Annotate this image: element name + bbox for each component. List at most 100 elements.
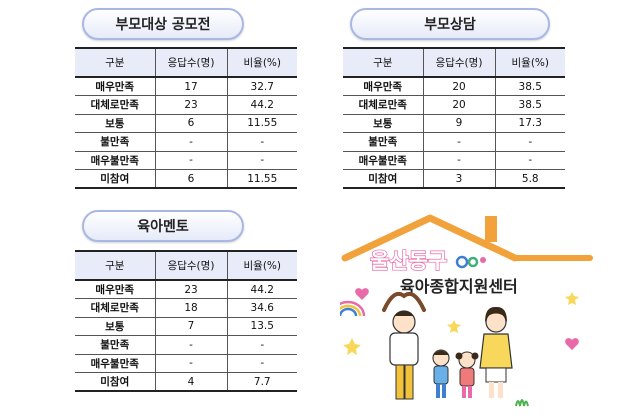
count-cell: 18 [154,298,227,318]
row-label: 보통 [75,317,155,336]
count-cell: - [422,151,495,170]
rainbow-icon [340,300,366,317]
ratio-cell: 7.7 [226,372,297,392]
row-label: 미참여 [75,169,155,189]
row-label: 매우불만족 [343,151,423,170]
table-row: 불만족 - - [343,132,565,152]
count-cell: 7 [154,317,227,336]
table-row: 보통 7 13.5 [75,317,297,336]
ratio-cell: 34.6 [226,298,297,318]
ratio-cell: - [226,151,297,170]
ratio-cell: - [494,151,565,170]
ratio-cell: 44.2 [226,280,297,299]
row-label: 보통 [75,114,155,133]
swirl-mark-icon [455,255,486,269]
ratio-cell: - [226,132,297,152]
row-label: 보통 [343,114,423,133]
row-label: 불만족 [75,132,155,152]
count-cell: 20 [422,77,495,96]
logo-subtitle-text: 육아종합지원센터 [400,277,518,296]
row-label: 불만족 [75,335,155,355]
row-label: 대체로만족 [343,95,423,115]
column-header: 응답수(명) [422,47,495,78]
count-cell: 3 [422,169,495,189]
row-label: 미참여 [343,169,423,189]
row-label: 매우불만족 [75,151,155,170]
ratio-cell: 17.3 [494,114,565,133]
father-figure-icon [382,291,426,400]
section-title-parent-contest: 부모대상 공모전 [82,8,244,40]
count-cell: - [154,335,227,355]
table-row: 매우불만족 - - [75,151,297,170]
grass-icon [515,399,529,407]
count-cell: - [154,132,227,152]
center-logo-illustration: 울산동구 육아종합지원센터 [340,214,593,407]
table-header-row: 구분 응답수(명) 비율(%) [75,47,297,78]
mother-figure-icon [479,306,513,398]
ratio-cell: - [226,335,297,355]
table-row: 미참여 3 5.8 [343,169,565,189]
ratio-cell: 11.55 [226,169,297,189]
table-row: 매우만족 17 32.7 [75,77,297,96]
count-cell: 9 [422,114,495,133]
parent-counseling-table: 구분 응답수(명) 비율(%) 매우만족 20 38.5 대체로만족 20 38.5 보… [343,47,565,189]
table-row: 매우만족 23 44.2 [75,280,297,299]
column-header: 응답수(명) [154,47,227,78]
child-figure-icon [455,351,479,398]
column-header: 비율(%) [494,47,565,78]
table-row: 매우불만족 - - [343,151,565,170]
heart-icon [565,338,579,350]
section-title-parenting-mentor: 육아멘토 [82,210,244,242]
column-header: 응답수(명) [154,250,227,281]
column-header: 구분 [75,47,155,78]
row-label: 대체로만족 [75,298,155,318]
ratio-cell: - [226,354,297,373]
star-icon [343,338,361,355]
count-cell: 23 [154,280,227,299]
row-label: 매우만족 [343,77,423,96]
table-row: 미참여 6 11.55 [75,169,297,189]
count-cell: - [154,354,227,373]
column-header: 구분 [343,47,423,78]
ratio-cell: 5.8 [494,169,565,189]
logo-title-text: 울산동구 [370,249,447,273]
row-label: 대체로만족 [75,95,155,115]
table-row: 매우불만족 - - [75,354,297,373]
table-row: 미참여 4 7.7 [75,372,297,392]
section-title-parent-counseling: 부모상담 [350,8,550,40]
ratio-cell: 38.5 [494,95,565,115]
count-cell: - [154,151,227,170]
ratio-cell: 32.7 [226,77,297,96]
table-row: 불만족 - - [75,132,297,152]
ratio-cell: 38.5 [494,77,565,96]
count-cell: 6 [154,169,227,189]
count-cell: 17 [154,77,227,96]
column-header: 비율(%) [226,47,297,78]
table-row: 불만족 - - [75,335,297,355]
count-cell: 23 [154,95,227,115]
row-label: 미참여 [75,372,155,392]
table-row: 대체로만족 20 38.5 [343,95,565,115]
table-header-row: 구분 응답수(명) 비율(%) [75,250,297,281]
house-roof-icon [341,214,593,262]
heart-icon [355,288,369,300]
count-cell: 4 [154,372,227,392]
row-label: 매우만족 [75,77,155,96]
ratio-cell: 11.55 [226,114,297,133]
table-row: 보통 9 17.3 [343,114,565,133]
ratio-cell: 13.5 [226,317,297,336]
count-cell: - [422,132,495,152]
row-label: 불만족 [343,132,423,152]
ratio-cell: - [494,132,565,152]
table-row: 대체로만족 18 34.6 [75,298,297,318]
table-header-row: 구분 응답수(명) 비율(%) [343,47,565,78]
row-label: 매우만족 [75,280,155,299]
child-figure-icon [432,349,450,398]
column-header: 구분 [75,250,155,281]
parenting-mentor-table: 구분 응답수(명) 비율(%) 매우만족 23 44.2 대체로만족 18 34.6 보… [75,250,297,392]
table-row: 보통 6 11.55 [75,114,297,133]
ratio-cell: 44.2 [226,95,297,115]
star-icon [565,292,579,305]
star-icon [447,320,461,333]
column-header: 비율(%) [226,250,297,281]
